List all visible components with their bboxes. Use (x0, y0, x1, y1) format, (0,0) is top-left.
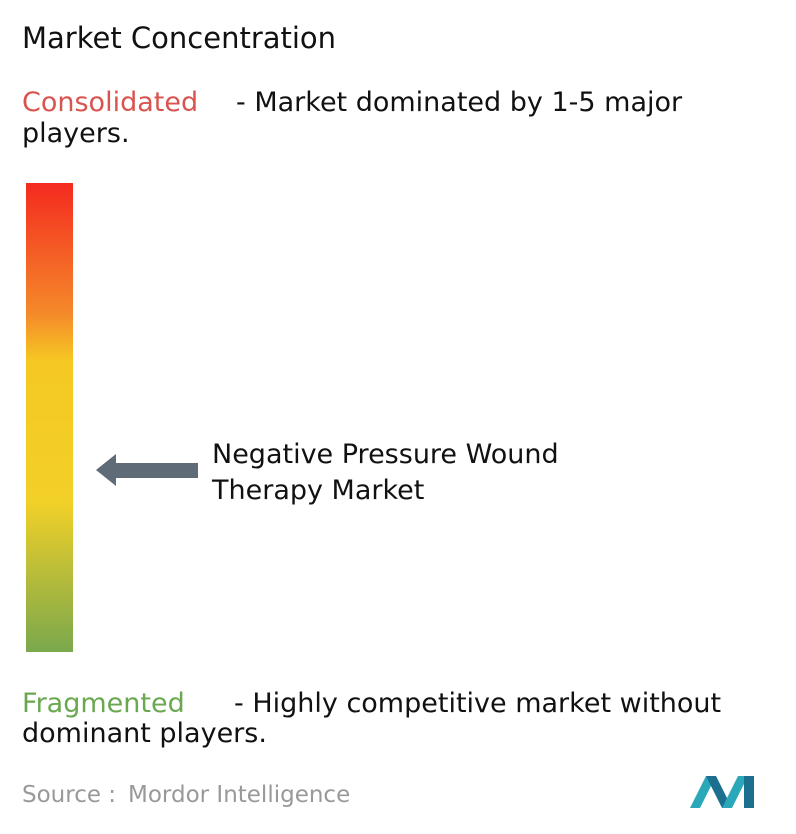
consolidated-description: players. (22, 118, 130, 149)
consolidated-label: Consolidated (22, 87, 199, 118)
fragmented-description: dominant players. (22, 718, 267, 749)
market-label: Negative Pressure Wound (212, 439, 559, 470)
market-label: Therapy Market (212, 475, 425, 506)
consolidated-description: - Market dominated by 1-5 major (236, 87, 683, 118)
logo (690, 776, 754, 808)
title: Market Concentration (22, 21, 337, 55)
source-prefix: Source : (22, 782, 117, 808)
arrow-head (96, 454, 116, 486)
fragmented-description: - Highly competitive market without (234, 688, 722, 719)
concentration-bar (26, 183, 73, 652)
source-name: Mordor Intelligence (128, 782, 351, 808)
fragmented-label: Fragmented (22, 688, 185, 719)
arrow-shaft (113, 463, 198, 478)
